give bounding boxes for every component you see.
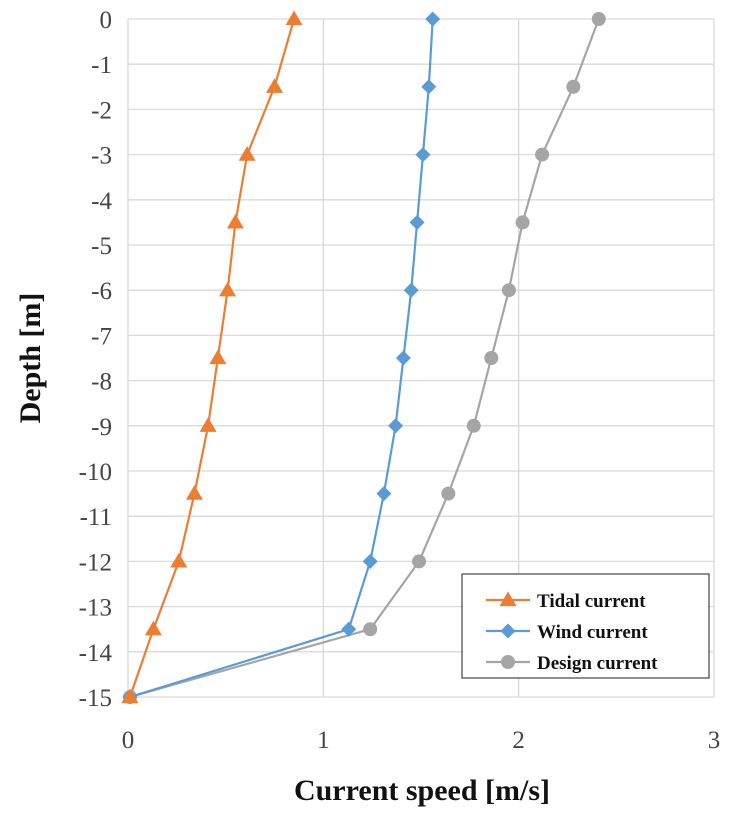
tidal-current-point[interactable]	[170, 552, 188, 568]
y-tick-label: -1	[91, 52, 112, 79]
wind-current-point[interactable]	[362, 553, 378, 569]
legend-label-tidal-current: Tidal current	[537, 591, 646, 612]
x-tick-label: 0	[122, 727, 135, 754]
legend-label-design-current: Design current	[537, 653, 658, 674]
design-current-point[interactable]	[363, 622, 378, 637]
wind-current-point[interactable]	[388, 418, 404, 434]
tidal-current-point[interactable]	[266, 78, 283, 93]
tidal-current-line	[128, 18, 296, 698]
design-current-point[interactable]	[591, 12, 606, 26]
y-tick-label: -2	[91, 97, 112, 124]
y-tick-label: -6	[91, 278, 112, 305]
design-current-point[interactable]	[466, 418, 481, 433]
legend[interactable]: Tidal current Wind current Design current	[461, 573, 710, 679]
x-axis-title: Current speed [m/s]	[294, 774, 550, 807]
design-current-point[interactable]	[566, 79, 581, 94]
tidal-current-point[interactable]	[285, 10, 303, 26]
legend-item-wind-current[interactable]: Wind current	[486, 622, 648, 643]
y-tick-label: -4	[91, 188, 112, 215]
design-current-point[interactable]	[515, 215, 530, 230]
tidal-current-point[interactable]	[219, 281, 237, 297]
wind-current-point[interactable]	[376, 486, 392, 502]
y-tick-label: -13	[79, 595, 112, 622]
design-current-point[interactable]	[441, 486, 456, 501]
y-tick-label: -12	[79, 549, 112, 576]
y-tick-label: -10	[79, 459, 112, 486]
tidal-current-point[interactable]	[199, 417, 217, 432]
wind-current-point[interactable]	[421, 79, 437, 95]
wind-current-point[interactable]	[409, 214, 425, 230]
design-current-point[interactable]	[484, 351, 499, 365]
tidal-current-point[interactable]	[121, 688, 139, 704]
wind-current-line	[129, 18, 434, 699]
x-tick-labels: 0 1 2 3	[122, 727, 721, 754]
y-tick-label: 0	[100, 7, 113, 34]
y-tick-label: -5	[91, 233, 112, 260]
wind-current-point[interactable]	[403, 282, 419, 298]
tidal-current-point[interactable]	[226, 213, 244, 229]
wind-current-point[interactable]	[341, 621, 357, 637]
series-wind-current	[122, 11, 441, 705]
legend-item-design-current[interactable]: Design current	[486, 653, 658, 674]
y-tick-label: -14	[79, 640, 113, 667]
x-tick-label: 2	[512, 727, 525, 754]
legend-marker-wind-current[interactable]	[500, 623, 516, 639]
legend-marker-design-current[interactable]	[501, 655, 515, 669]
tidal-current-point[interactable]	[209, 349, 227, 365]
x-tick-label: 3	[708, 727, 721, 754]
design-current-point[interactable]	[412, 554, 427, 569]
y-tick-label: -11	[80, 504, 112, 531]
series-tidal-current	[121, 10, 303, 704]
tidal-current-point[interactable]	[238, 146, 256, 161]
y-tick-label: -3	[91, 143, 112, 170]
wind-current-point[interactable]	[415, 147, 431, 163]
tidal-current-point[interactable]	[185, 485, 203, 500]
tidal-current-point[interactable]	[144, 620, 162, 636]
legend-item-tidal-current[interactable]: Tidal current	[486, 591, 646, 612]
y-tick-labels: 0 -1 -2 -3 -4 -5 -6 -7 -8 -9 -10 -11 -12 -13 -14 -15	[79, 7, 113, 712]
y-tick-label: -8	[91, 369, 112, 396]
wind-current-point[interactable]	[395, 350, 411, 366]
design-current-point[interactable]	[535, 147, 550, 162]
y-axis-title: Depth [m]	[14, 293, 47, 424]
series-layer	[121, 10, 606, 705]
y-tick-label: -9	[91, 414, 112, 441]
wind-current-point[interactable]	[425, 11, 441, 27]
y-tick-label: -7	[91, 323, 112, 350]
x-tick-label: 1	[317, 727, 330, 754]
design-current-point[interactable]	[501, 283, 516, 298]
legend-label-wind-current: Wind current	[537, 622, 648, 643]
y-tick-label: -15	[79, 685, 112, 712]
legend-marker-tidal-current[interactable]	[499, 591, 517, 607]
